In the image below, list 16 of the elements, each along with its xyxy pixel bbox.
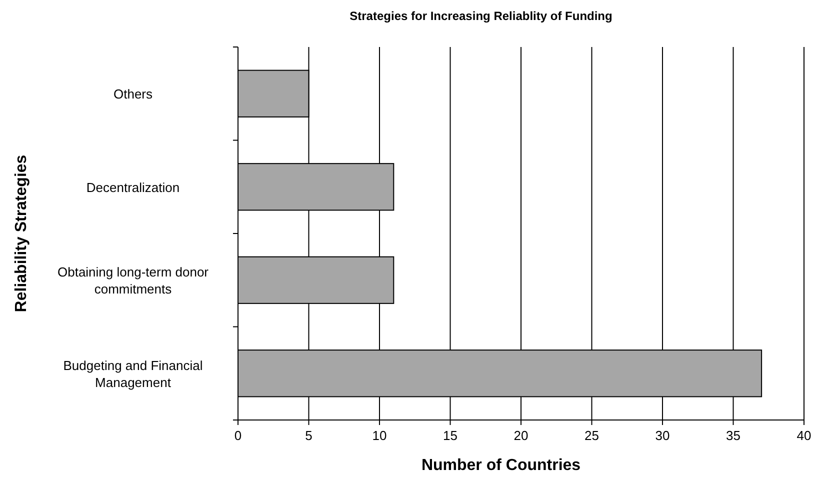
chart-title: Strategies for Increasing Reliablity of Funding — [350, 9, 612, 23]
x-tick-label: 15 — [443, 428, 458, 443]
x-tick-label: 0 — [234, 428, 242, 443]
x-tick-label: 25 — [584, 428, 599, 443]
x-axis-title: Number of Countries — [421, 457, 581, 474]
x-tick-label: 5 — [305, 428, 312, 443]
y-tick-label: Obtaining long-term donor commitments — [57, 264, 210, 297]
x-tick-label: 35 — [726, 428, 740, 443]
x-tick-label: 20 — [514, 428, 528, 443]
y-tick-label: Others — [113, 86, 154, 102]
x-tick-label: 10 — [372, 428, 387, 443]
y-tick-label: Decentralization — [86, 180, 180, 195]
y-axis-title: Reliability Strategies — [13, 154, 30, 312]
x-tick-label: 30 — [655, 428, 670, 443]
y-tick-label: Budgeting and Financial Management — [63, 358, 203, 390]
x-tick-label: 40 — [796, 428, 812, 443]
